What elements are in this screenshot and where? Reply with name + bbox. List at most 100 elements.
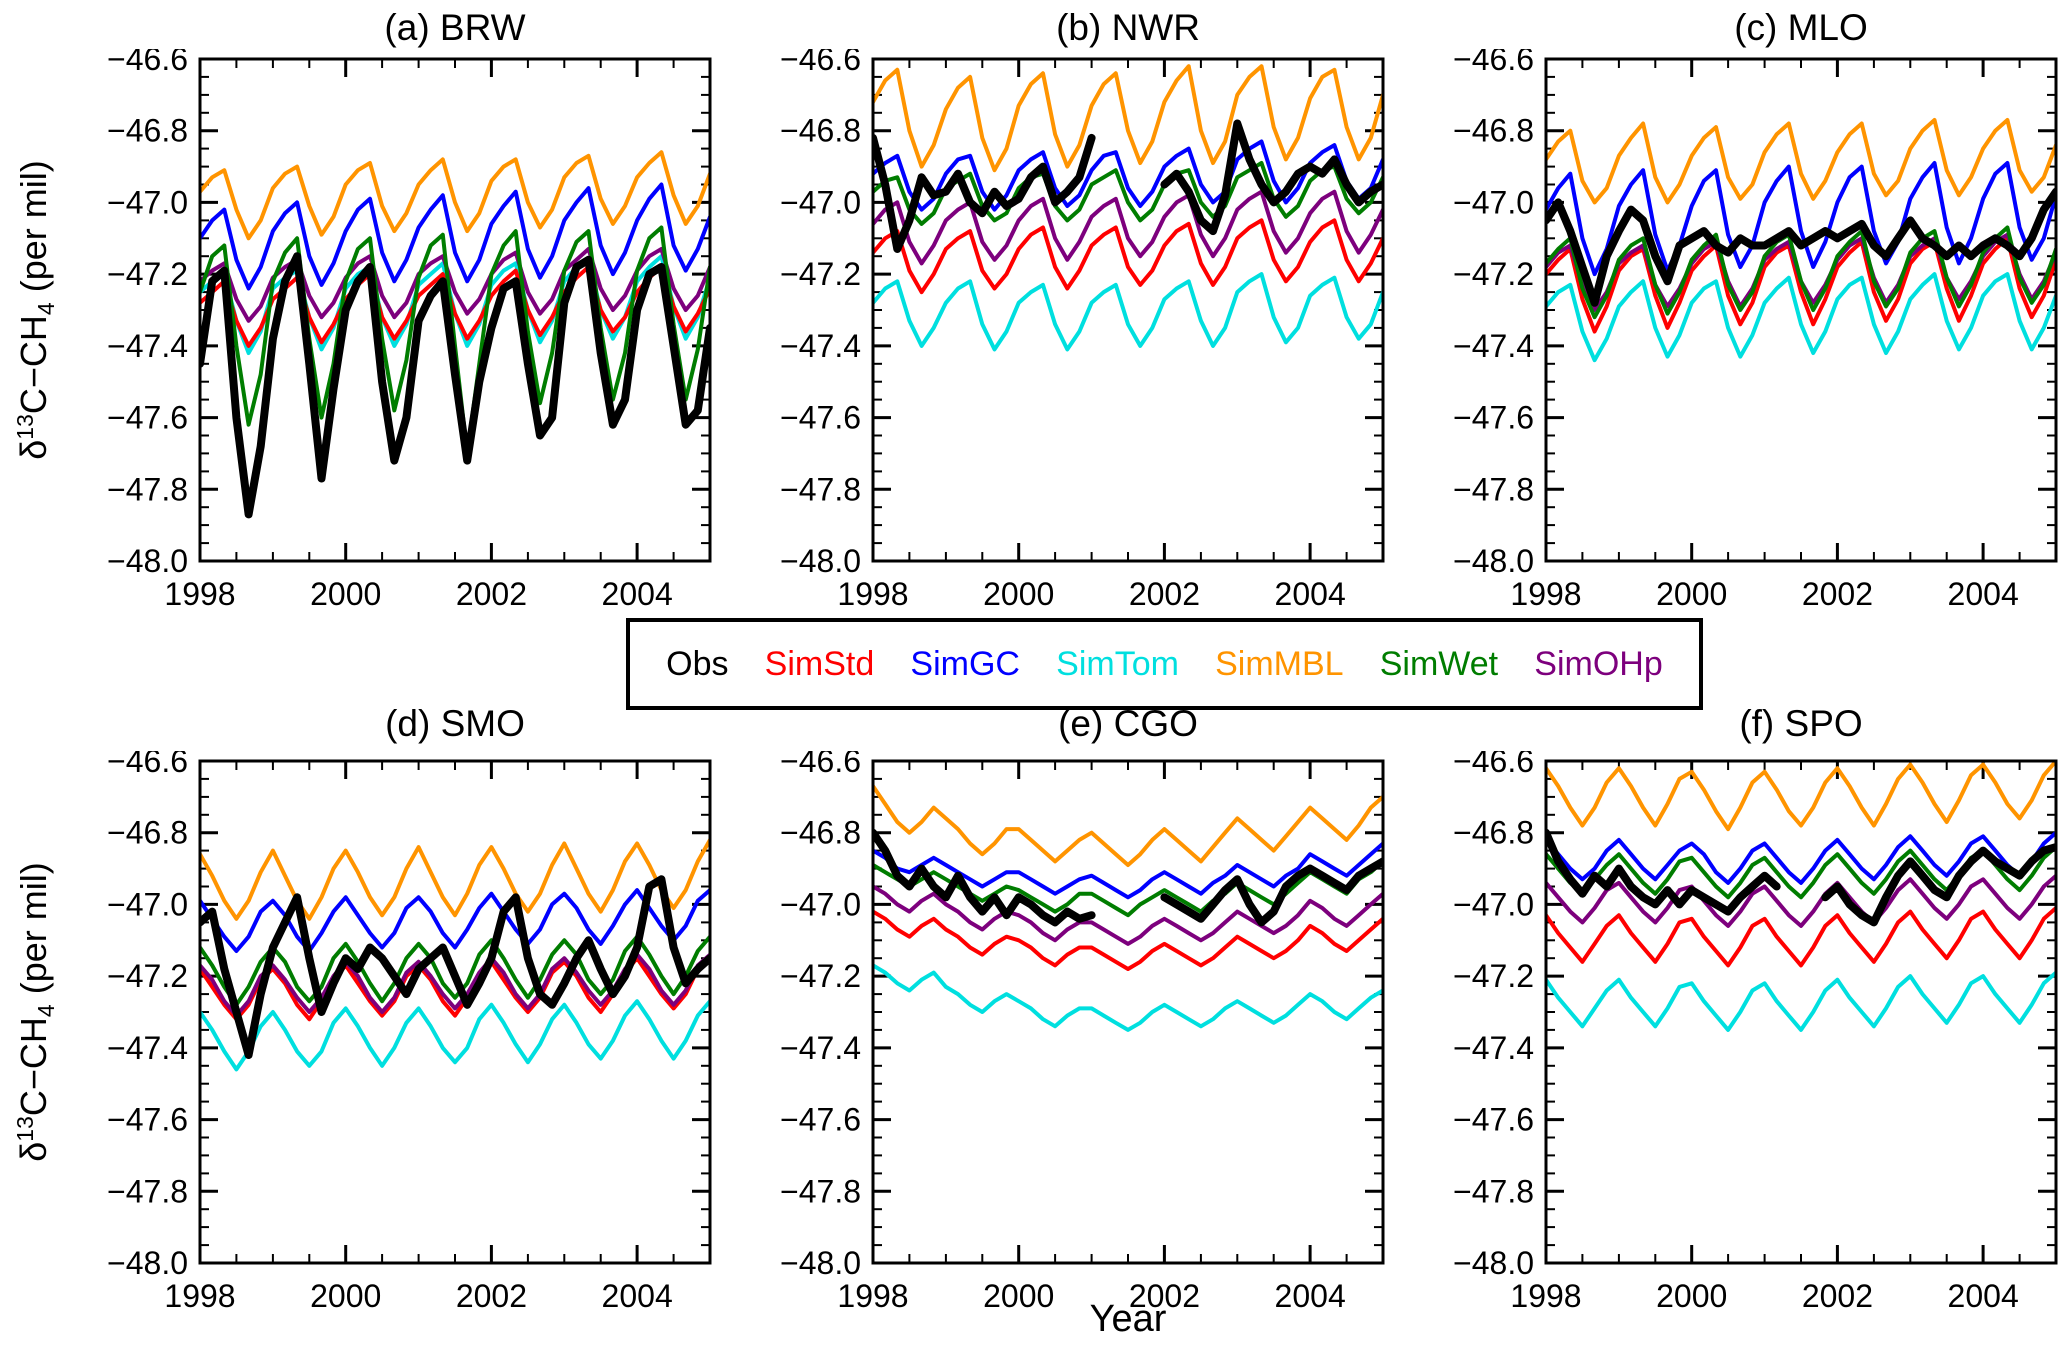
legend-item-simmbl: SimMBL (1215, 644, 1344, 683)
x-tick-label: 2002 (1802, 576, 1873, 612)
y-tick-label: −47.4 (1453, 328, 1534, 364)
y-tick-label: −47.2 (780, 256, 861, 292)
panel-chart-d: −46.6 −46.8 −47.0 −47.2 −47.4 −47.6 −47.8 −48.0… (107, 751, 712, 1314)
y-tick-label: −46.6 (107, 49, 188, 77)
panel-title-c: (c) MLO (1734, 7, 1868, 48)
x-tick-label: 2004 (1948, 1278, 2019, 1314)
y-tick-label: −46.8 (107, 113, 188, 149)
x-tick-label: 1998 (1510, 1278, 1581, 1314)
y-tick-label: −47.4 (780, 1030, 861, 1066)
panel-title-a: (a) BRW (384, 7, 526, 48)
x-tick-label: 2002 (1129, 576, 1200, 612)
y-axis-label-part: 13 (11, 1116, 38, 1142)
series-line-obs (200, 252, 710, 519)
x-tick-label: 2004 (1275, 1278, 1346, 1314)
y-tick-label: −48.0 (780, 543, 861, 579)
x-tick-label: 2002 (1802, 1278, 1873, 1314)
y-tick-label: −47.0 (780, 886, 861, 922)
y-tick-label: −47.6 (1453, 1102, 1534, 1138)
y-axis-label-part: 4 (33, 1004, 60, 1018)
series-line-obs (873, 828, 1383, 927)
y-tick-label: −47.4 (107, 328, 188, 364)
legend-item-simtom: SimTom (1056, 644, 1179, 683)
y-tick-label: −47.8 (780, 471, 861, 507)
series-line-obs (1546, 187, 2056, 307)
series-line-simmbl (873, 64, 1383, 173)
series-line-simmbl (1546, 761, 2056, 832)
x-tick-label: 2000 (1656, 576, 1727, 612)
y-tick-label: −46.6 (780, 49, 861, 77)
y-tick-label: −48.0 (107, 1245, 188, 1281)
series-line-simwet (200, 934, 710, 1007)
series-line-obs (1546, 828, 2056, 927)
y-tick-label: −47.0 (1453, 184, 1534, 220)
y-tick-label: −48.0 (1453, 543, 1534, 579)
x-tick-label: 1998 (1510, 576, 1581, 612)
legend-item-simohp: SimOHp (1534, 644, 1663, 683)
y-tick-label: −47.2 (107, 958, 188, 994)
series-line-simwet (1546, 225, 2056, 320)
y-tick-label: −47.0 (1453, 886, 1534, 922)
y-axis-label-part: (per mil) (12, 862, 54, 1005)
series-line-simstd (873, 909, 1383, 971)
series-line-simtom (1546, 272, 2056, 363)
series-line-simstd (1546, 906, 2056, 968)
y-tick-label: −47.0 (780, 184, 861, 220)
legend-item-simgc: SimGC (910, 644, 1020, 683)
x-tick-label: 2004 (602, 1278, 673, 1314)
series-line-simstd (873, 218, 1383, 295)
y-tick-label: −47.6 (107, 400, 188, 436)
y-axis-label-part: C−CH (12, 315, 54, 415)
series-line-simtom (200, 999, 710, 1072)
y-tick-label: −47.8 (780, 1173, 861, 1209)
y-tick-label: −46.6 (107, 751, 188, 779)
x-tick-label: 2000 (1656, 1278, 1727, 1314)
series-line-simohp (200, 247, 710, 323)
y-tick-label: −47.4 (1453, 1030, 1534, 1066)
y-tick-label: −48.0 (107, 543, 188, 579)
x-tick-label: 2002 (456, 1278, 527, 1314)
x-tick-label: 2002 (1129, 1278, 1200, 1314)
series-line-simmbl (873, 784, 1383, 867)
y-tick-label: −48.0 (780, 1245, 861, 1281)
y-axis-label-part: (per mil) (12, 160, 54, 303)
y-tick-label: −47.8 (107, 1173, 188, 1209)
x-tick-label: 1998 (837, 576, 908, 612)
panel-chart-e: −46.6 −46.8 −47.0 −47.2 −47.4 −47.6 −47.8 −48.0… (780, 751, 1385, 1314)
plot-frame (871, 57, 1385, 563)
legend: Obs SimStd SimGC SimTom SimMBL SimWet SimOHp (626, 618, 1703, 710)
series-line-simstd (1546, 236, 2056, 334)
series-line-simgc (873, 139, 1383, 212)
y-tick-label: −46.8 (780, 815, 861, 851)
y-tick-label: −47.2 (107, 256, 188, 292)
panel-chart-c: −46.6 −46.8 −47.0 −47.2 −47.4 −47.6 −47.8 −48.0… (1453, 49, 2058, 612)
y-tick-label: −47.8 (107, 471, 188, 507)
x-tick-label: 2002 (456, 576, 527, 612)
series-line-simmbl (200, 150, 710, 241)
plot-frame (1544, 759, 2058, 1265)
y-tick-label: −46.8 (107, 815, 188, 851)
y-tick-label: −47.6 (107, 1102, 188, 1138)
y-tick-label: −46.8 (780, 113, 861, 149)
series-line-simtom (873, 272, 1383, 352)
panel-chart-f: −46.6 −46.8 −47.0 −47.2 −47.4 −47.6 −47.8 −48.0… (1453, 751, 2058, 1314)
y-tick-label: −46.8 (1453, 815, 1534, 851)
plot-frame (198, 57, 712, 563)
y-axis-label-top: δ13C−CH4 (per mil) (12, 160, 60, 459)
y-tick-label: −47.0 (107, 886, 188, 922)
series-line-simtom (873, 963, 1383, 1032)
y-tick-label: −47.4 (780, 328, 861, 364)
y-tick-label: −47.6 (780, 1102, 861, 1138)
series-line-obs (200, 875, 710, 1059)
x-tick-label: 2004 (1948, 576, 2019, 612)
series-line-simohp (873, 189, 1383, 266)
x-tick-label: 2000 (310, 1278, 381, 1314)
y-tick-label: −46.6 (1453, 49, 1534, 77)
series-line-simmbl (1546, 118, 2056, 205)
y-tick-label: −47.2 (1453, 256, 1534, 292)
y-tick-label: −47.2 (780, 958, 861, 994)
y-tick-label: −47.0 (107, 184, 188, 220)
y-tick-label: −47.2 (1453, 958, 1534, 994)
x-tick-label: 2004 (1275, 576, 1346, 612)
y-axis-label-part: δ (12, 439, 54, 460)
